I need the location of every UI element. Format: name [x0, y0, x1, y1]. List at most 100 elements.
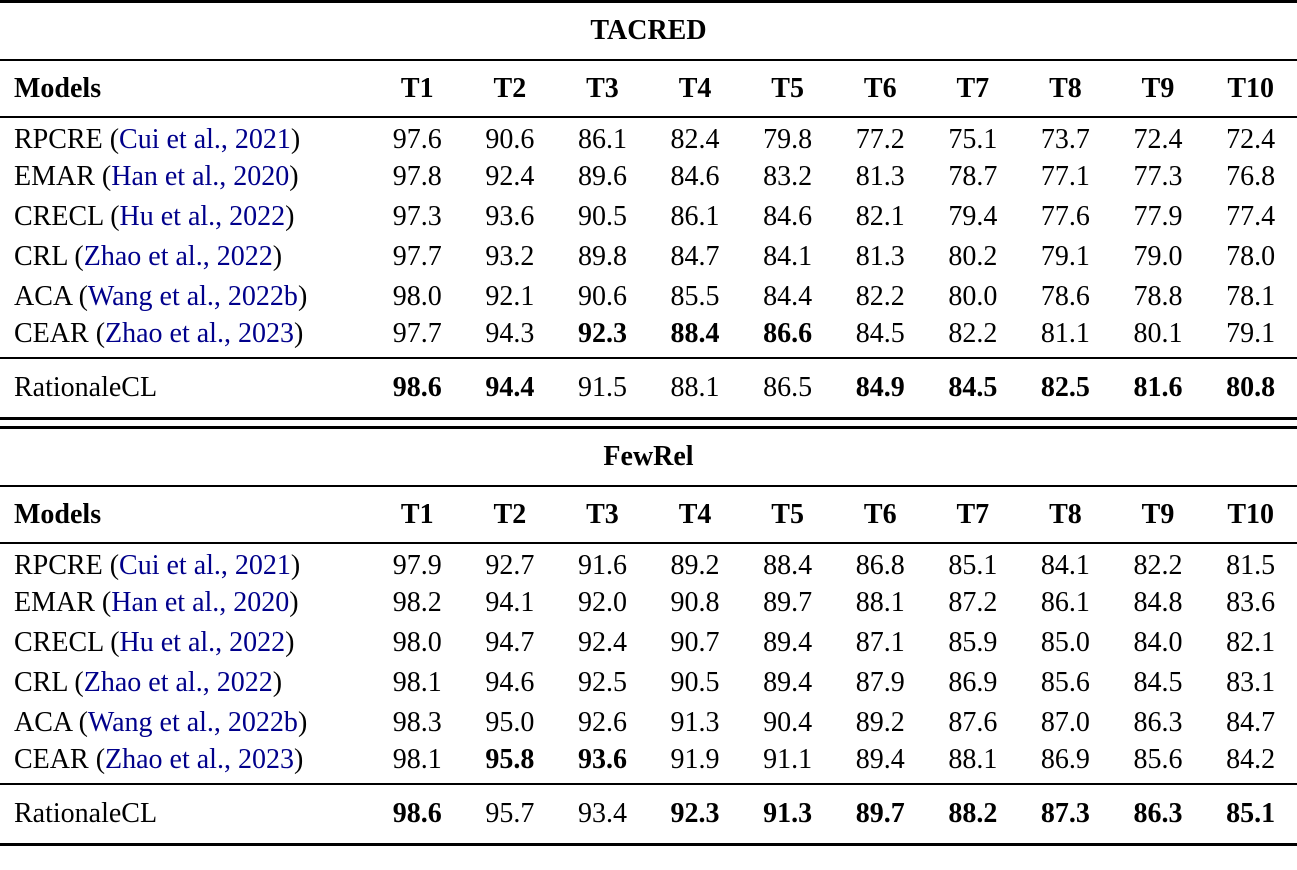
score-cell: 81.3	[855, 161, 905, 192]
model-row-rpcre: RPCRE (Cui et al., 2021) 97.9 92.7 91.6 89.2…	[0, 543, 1297, 583]
column-header-t1: T1	[370, 60, 464, 118]
column-header-t10: T10	[1204, 60, 1297, 118]
model-label: CEAR (Zhao et al., 2023)	[0, 317, 371, 358]
score-cell: 89.7	[763, 587, 813, 618]
score-cell: 93.6	[577, 744, 627, 775]
paren-close: )	[289, 587, 299, 618]
model-name: CRECL	[14, 627, 104, 658]
score-cell: 90.4	[763, 707, 813, 738]
score-cell: 77.9	[1133, 201, 1183, 232]
score-cell: 85.9	[948, 627, 998, 658]
model-label: CRECL (Hu et al., 2022)	[0, 197, 371, 237]
citation-link[interactable]: Wang et al., 2022b	[87, 707, 298, 738]
model-row-crecl: CRECL (Hu et al., 2022) 97.3 93.6 90.5 86.1 8…	[0, 197, 1297, 237]
model-label: EMAR (Han et al., 2020)	[0, 583, 371, 623]
model-name: EMAR	[14, 587, 95, 618]
summary-score-cell: 95.7	[463, 783, 557, 846]
score-cell: 90.6	[577, 281, 627, 312]
score-cell: 92.1	[485, 281, 535, 312]
score-cell: 98.1	[392, 667, 442, 698]
citation-link[interactable]: Hu et al., 2022	[119, 627, 286, 658]
citation-link[interactable]: Cui et al., 2021	[119, 124, 291, 155]
tacred-body: RPCRE (Cui et al., 2021) 97.6 90.6 86.1 82.4…	[0, 117, 1297, 358]
citation-link[interactable]: Zhao et al., 2023	[105, 318, 294, 349]
citation-link[interactable]: Zhao et al., 2022	[83, 667, 273, 698]
column-header-t4: T4	[648, 60, 742, 118]
score-cell: 79.0	[1133, 241, 1183, 272]
summary-score-cell: 86.5	[741, 357, 834, 420]
model-label: CRL (Zhao et al., 2022)	[0, 237, 371, 277]
score-cell: 97.7	[392, 318, 442, 349]
score-cell: 87.1	[855, 627, 905, 658]
score-cell: 81.5	[1226, 550, 1276, 581]
score-cell: 88.1	[855, 587, 905, 618]
summary-score-cell: 98.6	[370, 783, 464, 846]
summary-score-cell: 85.1	[1204, 783, 1297, 846]
citation-link[interactable]: Wang et al., 2022b	[87, 281, 298, 312]
score-cell: 78.7	[948, 161, 998, 192]
score-cell: 82.1	[855, 201, 905, 232]
score-cell: 90.5	[577, 201, 627, 232]
score-cell: 73.7	[1040, 124, 1090, 155]
citation-link[interactable]: Zhao et al., 2023	[105, 744, 294, 775]
score-cell: 92.7	[485, 550, 535, 581]
score-cell: 85.6	[1133, 744, 1183, 775]
column-header-t8: T8	[1019, 60, 1112, 118]
score-cell: 84.5	[1133, 667, 1183, 698]
summary-score-cell: 91.5	[556, 357, 649, 420]
tacred-results-table: TACRED Models T1 T2 T3 T4 T5 T6 T7 T8 T9 T10 RPCRE…	[0, 0, 1297, 420]
summary-score-cell: 94.4	[463, 357, 557, 420]
citation-link[interactable]: Zhao et al., 2022	[83, 241, 273, 272]
score-cell: 78.6	[1040, 281, 1090, 312]
tacred-table-title: TACRED	[0, 0, 1297, 61]
score-cell: 84.0	[1133, 627, 1183, 658]
score-cell: 89.4	[763, 627, 813, 658]
model-label: ACA (Wang et al., 2022b)	[0, 703, 371, 743]
model-label: CRECL (Hu et al., 2022)	[0, 623, 371, 663]
score-cell: 80.2	[948, 241, 998, 272]
fewrel-header-row: Models T1 T2 T3 T4 T5 T6 T7 T8 T9 T10	[0, 486, 1297, 544]
score-cell: 98.0	[392, 281, 442, 312]
score-cell: 88.1	[948, 744, 998, 775]
citation-link[interactable]: Hu et al., 2022	[119, 201, 286, 232]
score-cell: 84.7	[1226, 707, 1276, 738]
model-name: CEAR	[14, 318, 89, 349]
score-cell: 91.3	[670, 707, 720, 738]
score-cell: 86.6	[763, 318, 813, 349]
score-cell: 77.2	[855, 124, 905, 155]
model-name: RPCRE	[14, 550, 103, 581]
model-row-emar: EMAR (Han et al., 2020) 98.2 94.1 92.0 90.8 8…	[0, 583, 1297, 623]
paren-open: (	[67, 667, 84, 698]
summary-score-cell: 91.3	[741, 783, 834, 846]
summary-score-cell: 89.7	[833, 783, 927, 846]
citation-link[interactable]: Han et al., 2020	[111, 161, 290, 192]
score-cell: 95.8	[485, 744, 535, 775]
column-header-t2: T2	[463, 486, 557, 544]
paren-open: (	[102, 550, 120, 581]
score-cell: 84.2	[1226, 744, 1276, 775]
score-cell: 94.6	[485, 667, 535, 698]
score-cell: 86.9	[1040, 744, 1090, 775]
score-cell: 97.6	[392, 124, 442, 155]
score-cell: 80.1	[1133, 318, 1183, 349]
summary-score-cell: 88.1	[648, 357, 742, 420]
score-cell: 98.1	[392, 744, 442, 775]
score-cell: 98.2	[392, 587, 442, 618]
score-cell: 87.6	[948, 707, 998, 738]
citation-link[interactable]: Han et al., 2020	[111, 587, 290, 618]
score-cell: 76.8	[1226, 161, 1276, 192]
score-cell: 83.1	[1226, 667, 1276, 698]
score-cell: 89.6	[577, 161, 627, 192]
score-cell: 82.2	[855, 281, 905, 312]
summary-score-cell: 82.5	[1019, 357, 1112, 420]
column-header-t9: T9	[1111, 60, 1205, 118]
score-cell: 82.2	[948, 318, 998, 349]
score-cell: 81.1	[1040, 318, 1090, 349]
citation-link[interactable]: Cui et al., 2021	[119, 550, 291, 581]
paren-open: (	[103, 627, 120, 658]
score-cell: 98.3	[392, 707, 442, 738]
model-row-crl: CRL (Zhao et al., 2022) 97.7 93.2 89.8 84.7 8…	[0, 237, 1297, 277]
score-cell: 77.6	[1040, 201, 1090, 232]
paren-open: (	[94, 587, 112, 618]
score-cell: 79.1	[1226, 318, 1276, 349]
